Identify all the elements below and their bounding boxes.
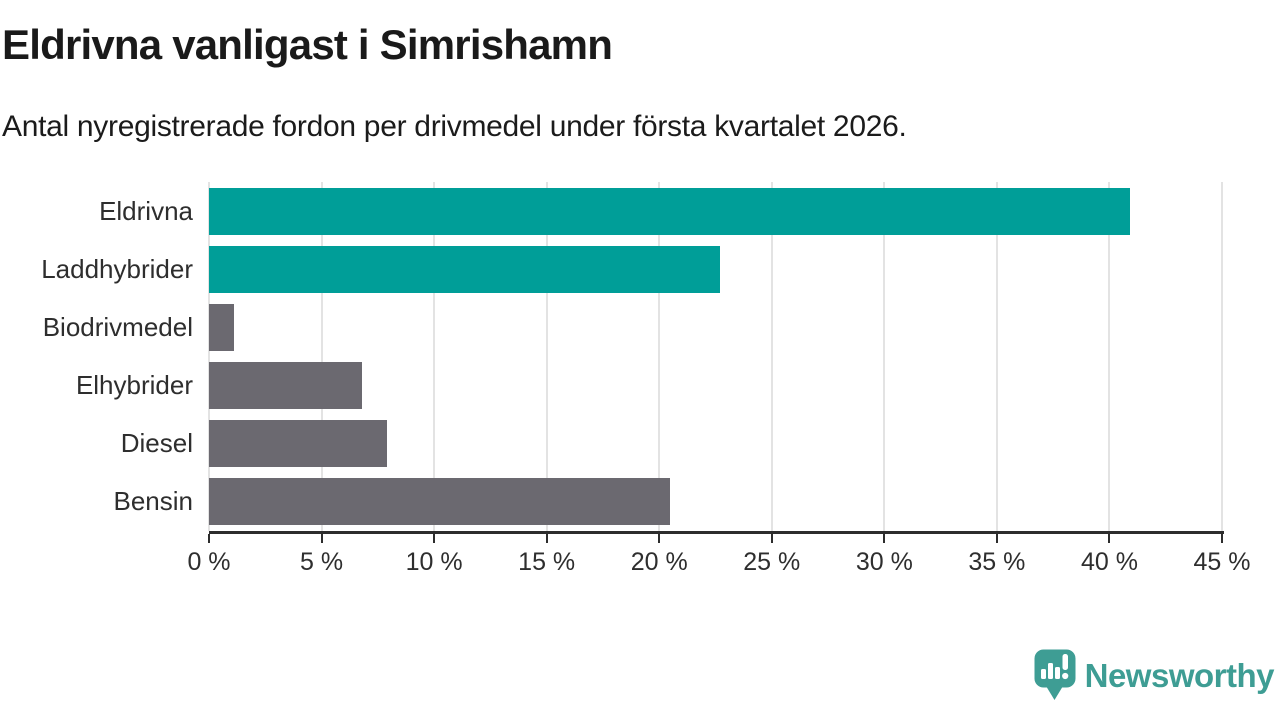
x-tick-label-20: 20 % <box>630 548 688 576</box>
bar-eldrivna <box>209 187 1130 235</box>
chart-subtitle: Antal nyregistrerade fordon per drivmede… <box>2 110 907 143</box>
gridline-0 <box>208 182 210 531</box>
x-tick-25 <box>770 534 773 543</box>
category-label-eldrivna: Eldrivna <box>99 195 193 226</box>
x-tick-label-35: 35 % <box>968 548 1026 576</box>
newsworthy-logo-icon <box>1034 649 1076 700</box>
x-tick-20 <box>658 534 661 543</box>
gridline-5 <box>320 182 323 531</box>
category-label-laddhybrider: Laddhybrider <box>41 253 193 284</box>
gridline-25 <box>770 182 773 531</box>
x-axis-tick-labels: 0 % 5 % 10 % 15 % 20 % 25 % 30 % 35 % 40 % 45 % <box>0 548 1280 582</box>
x-tick-label-10: 10 % <box>405 548 463 576</box>
bar-biodrivmedel <box>209 303 234 351</box>
bar-bensin <box>209 478 671 526</box>
gridline-35 <box>995 182 998 531</box>
category-label-biodrivmedel: Biodrivmedel <box>42 311 193 342</box>
gridline-20 <box>658 182 661 531</box>
x-tick-30 <box>883 534 886 543</box>
x-tick-5 <box>320 534 323 543</box>
x-tick-label-0: 0 % <box>187 548 231 576</box>
gridline-45 <box>1221 182 1223 531</box>
category-label-diesel: Diesel <box>120 428 193 459</box>
x-tick-label-30: 30 % <box>855 548 913 576</box>
category-axis-labels: Eldrivna Laddhybrider Biodrivmedel Elhybrid… <box>0 182 193 531</box>
x-axis-line <box>209 531 1224 534</box>
newsworthy-logo-text: Newsworthy <box>1084 656 1275 694</box>
x-tick-15 <box>545 534 548 543</box>
x-tick-10 <box>433 534 436 543</box>
x-tick-label-15: 15 % <box>518 548 576 576</box>
bar-elhybrider <box>209 362 363 410</box>
x-tick-label-40: 40 % <box>1080 548 1138 576</box>
x-tick-label-5: 5 % <box>300 548 344 576</box>
bar-laddhybrider <box>209 245 720 293</box>
x-tick-label-45: 45 % <box>1193 548 1251 576</box>
chart-title: Eldrivna vanligast i Simrishamn <box>2 21 613 68</box>
category-label-bensin: Bensin <box>113 486 194 517</box>
gridline-30 <box>883 182 886 531</box>
newsworthy-logo: Newsworthy <box>1034 649 1275 702</box>
bar-diesel <box>209 420 387 468</box>
x-tick-45 <box>1221 534 1223 543</box>
x-tick-35 <box>995 534 998 543</box>
gridline-15 <box>545 182 548 531</box>
gridline-10 <box>433 182 436 531</box>
plot-area <box>208 182 1223 531</box>
gridline-40 <box>1108 182 1111 531</box>
x-tick-0 <box>208 534 210 543</box>
x-tick-label-25: 25 % <box>743 548 801 576</box>
x-tick-40 <box>1108 534 1111 543</box>
category-label-elhybrider: Elhybrider <box>75 370 193 401</box>
